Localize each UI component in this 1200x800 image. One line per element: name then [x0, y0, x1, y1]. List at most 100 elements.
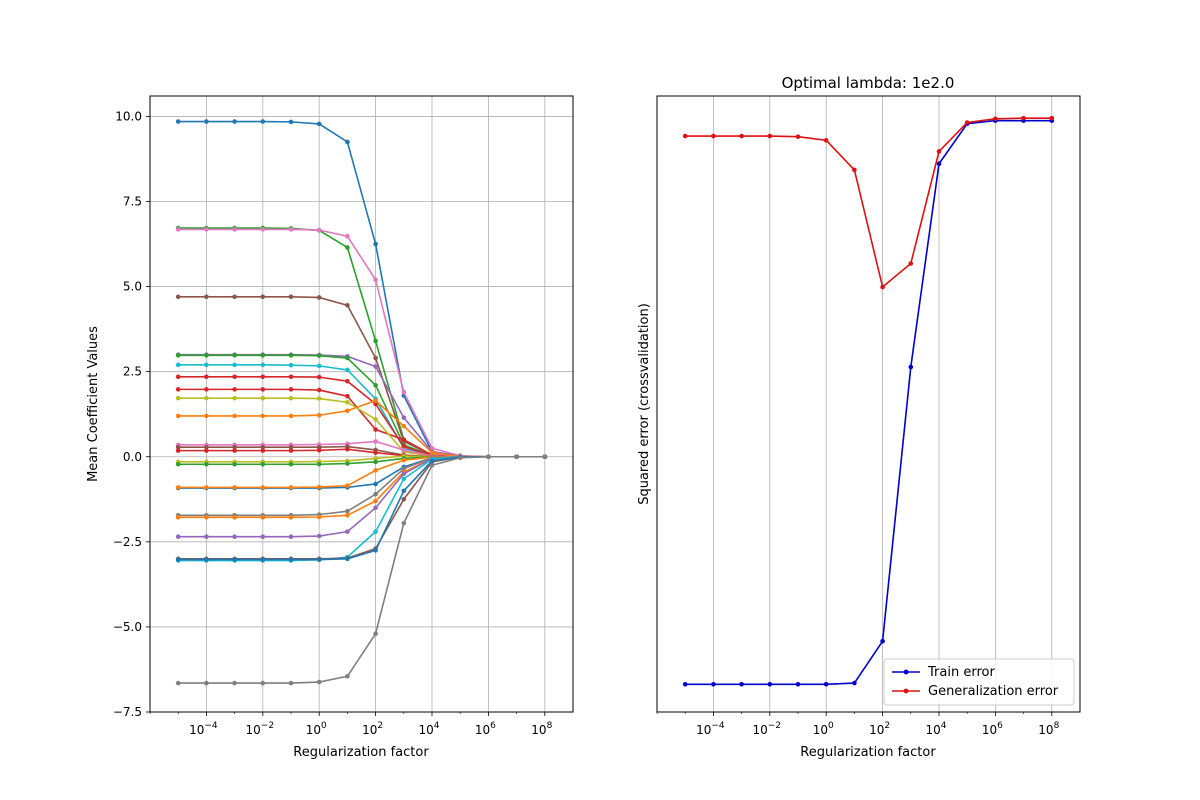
data-point [345, 512, 350, 518]
data-point [175, 485, 181, 490]
data-point [373, 241, 378, 247]
x-ticks-right: 10−4 10−2 100 102 104 106 108 [656, 712, 1060, 737]
data-point [175, 353, 181, 358]
data-point [175, 294, 181, 300]
plot-area-left [150, 96, 573, 712]
data-point [232, 413, 237, 419]
data-point [204, 413, 209, 419]
x-tick-label: 10−2 [753, 721, 782, 737]
data-point [373, 481, 378, 487]
data-point [682, 681, 688, 687]
data-point [316, 461, 322, 467]
data-point [316, 227, 322, 233]
data-point [260, 485, 266, 490]
axes-frame-right [656, 95, 1081, 713]
data-point [232, 534, 237, 540]
data-point [204, 395, 209, 401]
data-point [232, 515, 237, 520]
data-point [288, 461, 294, 467]
data-point [175, 413, 181, 419]
data-point [260, 515, 266, 520]
data-point [260, 387, 266, 392]
data-point [373, 427, 378, 432]
data-point [175, 362, 181, 368]
data-point [373, 364, 378, 369]
data-point [739, 681, 744, 687]
data-point [345, 400, 350, 405]
data-point [288, 294, 294, 300]
data-point [345, 461, 350, 466]
data-point [316, 396, 322, 401]
data-point [401, 476, 407, 482]
series-line [685, 117, 1052, 288]
data-point [175, 374, 181, 380]
data-point [204, 515, 209, 520]
data-point [401, 457, 407, 463]
series-line [178, 455, 545, 684]
data-point [457, 455, 463, 461]
data-point [260, 534, 266, 540]
error-chart: 10−4 10−2 100 102 104 106 108 Optimal lambda: … [637, 74, 1081, 760]
data-point [401, 437, 407, 443]
data-point [1021, 115, 1026, 121]
data-point [288, 374, 294, 380]
data-point [401, 444, 407, 449]
y-ticks-left: −7.5 −5.0 −2.5 0.0 2.5 5.0 7.5 10.0 [113, 109, 150, 719]
data-point [316, 374, 322, 380]
data-point [767, 681, 773, 687]
data-point [175, 387, 181, 392]
data-point [993, 116, 998, 122]
data-point [204, 387, 209, 392]
data-point [316, 363, 322, 369]
data-point [316, 295, 322, 300]
data-point [204, 353, 209, 358]
data-point [204, 444, 209, 450]
x-tick-label: 102 [869, 721, 890, 737]
data-point [373, 417, 378, 422]
data-point [204, 227, 209, 232]
data-point [486, 454, 491, 460]
data-point [316, 514, 322, 520]
data-point [232, 680, 237, 686]
data-point [345, 673, 350, 679]
data-point [288, 680, 294, 686]
data-point [288, 362, 294, 368]
data-point [232, 485, 237, 490]
legend: Train error Generalization error [883, 658, 1075, 706]
data-point [401, 488, 407, 494]
data-point [260, 353, 266, 358]
data-point [345, 378, 350, 384]
data-point [373, 631, 378, 637]
data-point [711, 681, 716, 687]
data-point [542, 454, 548, 460]
data-point [175, 515, 181, 520]
data-point [260, 119, 266, 124]
data-point [204, 362, 209, 368]
data-point [316, 412, 322, 418]
y-axis-label-left: Mean Coefficient Values [86, 326, 101, 482]
data-point [316, 121, 322, 127]
y-tick-label: 7.5 [123, 195, 142, 209]
data-point [373, 382, 378, 388]
x-tick-label: 106 [475, 721, 496, 737]
data-point [288, 448, 294, 453]
data-point [175, 557, 181, 562]
data-point [345, 529, 350, 534]
grid-right [713, 96, 1053, 712]
data-point [175, 461, 181, 467]
data-point [514, 454, 519, 460]
data-point [232, 557, 237, 562]
data-point [852, 680, 857, 686]
data-point [204, 448, 209, 453]
data-point [823, 681, 829, 687]
y-tick-label: 5.0 [123, 280, 142, 294]
data-point [316, 387, 322, 393]
legend-box [883, 658, 1075, 706]
data-point [373, 498, 378, 504]
y-tick-label: 2.5 [123, 365, 142, 379]
data-point [260, 374, 266, 380]
data-point [964, 120, 970, 125]
data-point [288, 444, 294, 450]
data-point [316, 679, 322, 685]
